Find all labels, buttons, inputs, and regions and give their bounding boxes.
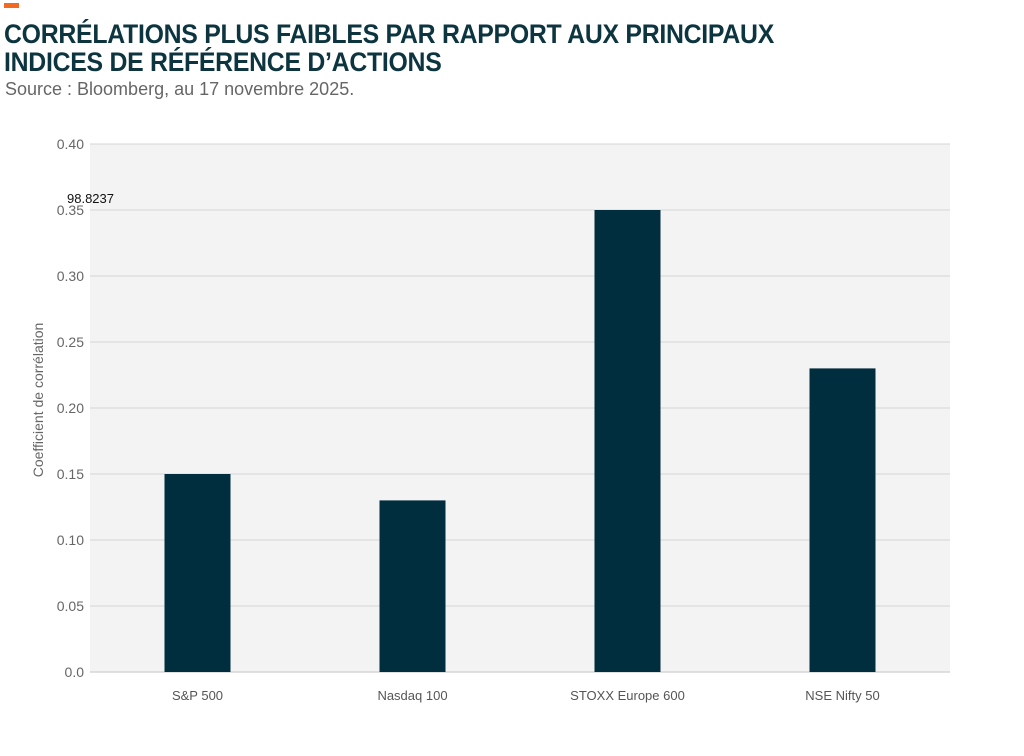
y-tick-label: 0.30 bbox=[57, 268, 84, 284]
y-axis-title: Coefficient de corrélation bbox=[30, 323, 46, 478]
y-tick-label: 0.25 bbox=[57, 334, 84, 350]
y-tick-label: 0.20 bbox=[57, 400, 84, 416]
bar bbox=[809, 368, 876, 672]
chart-title: CORRÉLATIONS PLUS FAIBLES PAR RAPPORT AU… bbox=[4, 19, 775, 77]
y-tick-label: 0.35 bbox=[57, 202, 84, 218]
y-tick-label: 0.0 bbox=[65, 664, 85, 680]
gridlines bbox=[90, 143, 950, 673]
y-axis-ticks: 0.0 0.05 0.10 0.15 0.20 0.25 0.30 0.35 0.40 bbox=[57, 136, 84, 680]
x-category-label: S&P 500 bbox=[172, 688, 223, 703]
x-category-label: NSE Nifty 50 bbox=[805, 688, 879, 703]
annotations: 98.8237 bbox=[67, 191, 114, 206]
bar bbox=[594, 210, 661, 672]
bar bbox=[164, 474, 231, 672]
bars bbox=[164, 210, 876, 672]
bar bbox=[379, 500, 446, 672]
accent-bar bbox=[4, 3, 19, 8]
y-tick-label: 0.10 bbox=[57, 532, 84, 548]
annotation-label: 98.8237 bbox=[67, 191, 114, 206]
x-axis-categories: S&P 500 Nasdaq 100 STOXX Europe 600 NSE Nif… bbox=[172, 688, 880, 703]
chart-subtitle: Source : Bloomberg, au 17 novembre 2025. bbox=[5, 79, 355, 99]
y-tick-label: 0.15 bbox=[57, 466, 84, 482]
y-tick-label: 0.05 bbox=[57, 598, 84, 614]
y-tick-label: 0.40 bbox=[57, 136, 84, 152]
x-category-label: Nasdaq 100 bbox=[377, 688, 447, 703]
x-category-label: STOXX Europe 600 bbox=[570, 688, 685, 703]
